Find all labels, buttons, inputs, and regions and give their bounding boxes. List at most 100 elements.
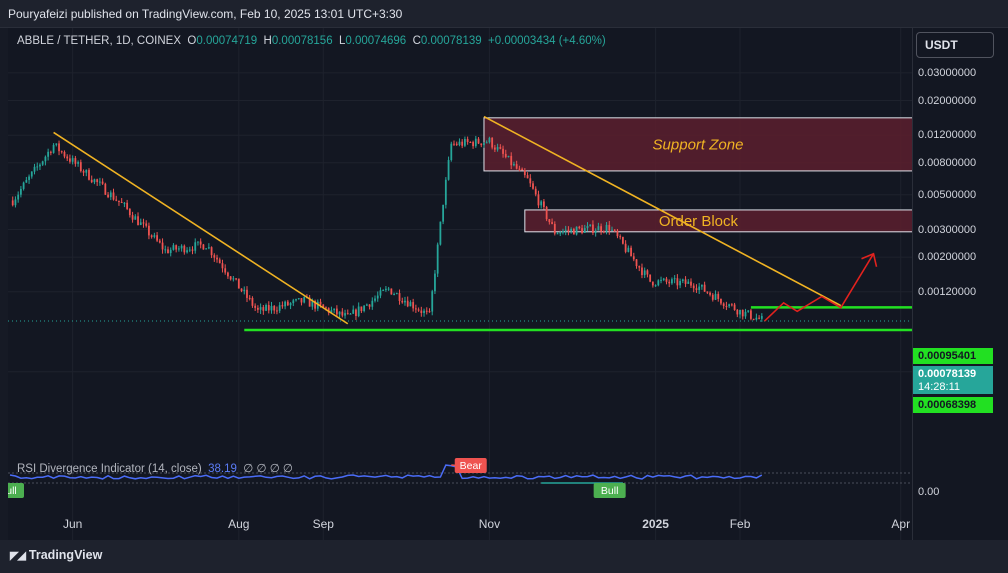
candle-body	[651, 281, 654, 286]
candle-body	[752, 318, 755, 320]
price-chart[interactable]: Support Zone Order Block Bear Bull Bull	[8, 28, 912, 540]
candle-body	[488, 137, 491, 143]
open-value: 0.00074719	[196, 35, 258, 47]
projection-arrowhead	[861, 252, 878, 267]
candle-body	[303, 297, 306, 303]
candle-body	[562, 231, 564, 233]
candle-body	[44, 156, 47, 162]
candle-body	[532, 183, 534, 189]
rsi-legend: RSI Divergence Indicator (14, close) 38.…	[17, 461, 293, 475]
candle-body	[575, 226, 578, 235]
candle-body	[52, 144, 55, 153]
price-tick: 0.00200000	[918, 251, 977, 264]
rsi-pane: Bear Bull Bull	[8, 458, 912, 498]
rsi-value: 38.19	[208, 463, 237, 475]
bull-badge-text: Bull	[601, 485, 619, 497]
candle-body	[431, 291, 434, 312]
candle-body	[692, 285, 695, 289]
candle-body	[104, 183, 107, 195]
symbol-name[interactable]: ABBLE / TETHER, 1D, COINEX	[17, 35, 182, 47]
candle-body	[207, 247, 210, 249]
candle-body	[325, 307, 327, 309]
price-tick: 0.02000000	[918, 94, 977, 107]
candle-body	[594, 230, 597, 234]
candle-body	[466, 139, 469, 143]
candle-body	[469, 142, 472, 144]
candle-body	[393, 294, 395, 296]
bull-badge	[8, 483, 24, 498]
candle-body	[142, 222, 145, 224]
time-tick: 2025	[642, 517, 669, 531]
candle-body	[248, 297, 251, 299]
candle-body	[237, 278, 240, 289]
candle-body	[570, 229, 573, 232]
candle-body	[118, 200, 120, 202]
candle-body	[543, 201, 545, 207]
footer	[0, 540, 1008, 573]
candle-body	[19, 188, 22, 195]
candle-body	[338, 311, 341, 315]
candle-body	[447, 160, 450, 180]
candle-body	[218, 259, 221, 264]
candle-body	[404, 300, 406, 303]
candle-body	[229, 276, 232, 280]
candle-body	[265, 304, 267, 311]
candle-body	[148, 225, 150, 236]
candle-body	[390, 288, 393, 295]
candle-body	[611, 229, 613, 231]
candle-body	[240, 288, 243, 292]
candle-body	[635, 259, 638, 267]
candle-body	[436, 244, 439, 274]
candle-body	[425, 310, 428, 312]
candle-body	[513, 164, 515, 166]
high-value: 0.00078156	[271, 35, 333, 47]
drawings	[8, 115, 912, 332]
candle-body	[581, 228, 583, 233]
zone-label: Order Block	[659, 213, 739, 230]
trendline	[53, 131, 349, 325]
bull-marker: Bull	[593, 483, 626, 498]
candle-body	[725, 305, 728, 307]
candle-body	[602, 231, 605, 233]
candle-body	[243, 289, 246, 292]
candle-body	[66, 156, 69, 159]
candle-body	[624, 243, 627, 252]
candle-body	[605, 224, 608, 232]
candle-body	[515, 164, 518, 169]
time-tick: Feb	[729, 517, 751, 531]
candle-body	[553, 223, 556, 234]
price-tick: 0.00500000	[918, 188, 977, 201]
candle-body	[281, 305, 284, 307]
candle-body	[77, 162, 79, 164]
candle-body	[733, 304, 736, 310]
candle-body	[676, 278, 679, 286]
last-price-label: 0.00078139	[913, 366, 993, 382]
candle-body	[60, 151, 63, 153]
candle-body	[728, 304, 731, 307]
tradingview-logo-icon: ◤◢	[10, 550, 26, 562]
chart-canvas[interactable]: Support Zone Order Block Bear Bull Bull	[8, 28, 912, 540]
candle-body	[246, 289, 248, 298]
candle-body	[586, 225, 589, 229]
candle-body	[344, 313, 346, 316]
candle-body	[210, 247, 213, 256]
candle-body	[668, 281, 671, 284]
candle-body	[297, 298, 300, 300]
candle-body	[540, 201, 543, 206]
candle-body	[30, 171, 33, 177]
rsi-name[interactable]: RSI Divergence Indicator (14, close)	[17, 463, 202, 475]
candle-body	[289, 303, 292, 306]
candle-body	[41, 161, 44, 165]
candle-body	[85, 169, 88, 173]
candle-body	[186, 250, 188, 253]
time-tick: Jun	[62, 517, 83, 531]
candle-body	[406, 300, 409, 307]
rsi-axis-tick: 0.00	[918, 486, 940, 498]
price-tick: 0.00300000	[918, 223, 977, 236]
price-axis[interactable]	[912, 28, 1008, 540]
candle-body	[363, 305, 366, 312]
candle-body	[169, 249, 172, 254]
currency-button[interactable]: USDT	[916, 32, 994, 58]
publish-info: Pouryafeizi published on TradingView.com…	[8, 7, 403, 21]
candle-body	[191, 249, 194, 251]
